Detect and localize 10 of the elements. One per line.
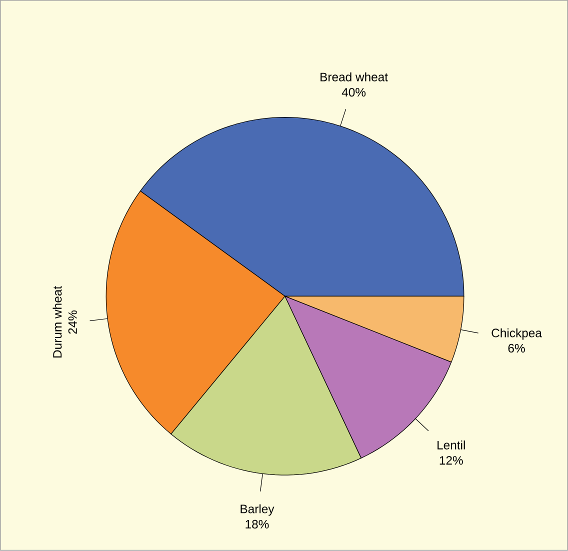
- data-label: 24%: [68, 310, 77, 334]
- slice-label: Durum wheat: [52, 286, 62, 358]
- data-label: 6%: [508, 344, 525, 353]
- data-label: 40%: [342, 88, 366, 97]
- data-label: 18%: [246, 520, 269, 529]
- slice-label: Lentil: [438, 440, 465, 450]
- data-label: 12%: [440, 456, 463, 465]
- slice-label: Barley: [240, 504, 274, 516]
- slice-label: Bread wheat: [320, 72, 388, 82]
- slice-label: Chickpea: [492, 328, 542, 340]
